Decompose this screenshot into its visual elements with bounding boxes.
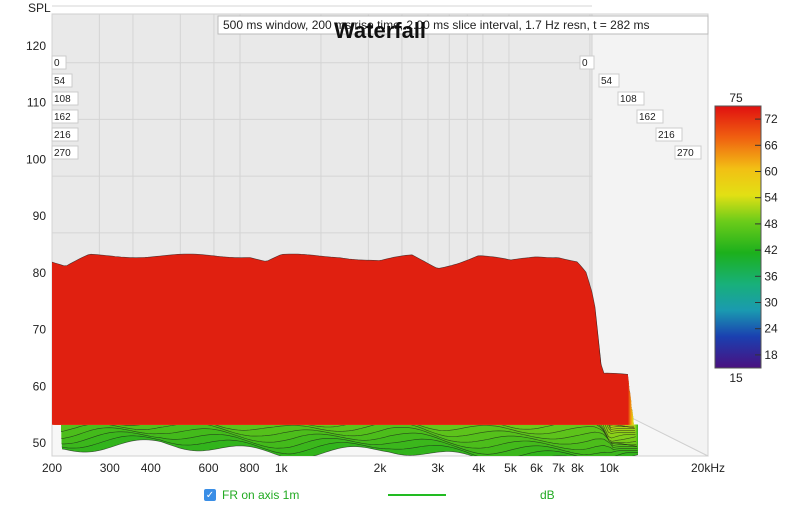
- y-tick-label: 60: [33, 379, 47, 393]
- waterfall-slice-fill: [60, 406, 637, 445]
- svg-text:162: 162: [54, 112, 71, 123]
- y-tick-label: 110: [27, 96, 46, 110]
- colorbar-tick: 60: [764, 165, 778, 179]
- svg-text:54: 54: [54, 76, 66, 87]
- svg-text:0: 0: [582, 58, 588, 69]
- legend-fr-label: FR on axis 1m: [222, 488, 300, 502]
- y-axis-ticks: 50 60 70 80 90 100 110 120: [26, 39, 46, 450]
- waterfall-slice-line: [61, 439, 639, 456]
- x-tick-label: 200: [42, 461, 62, 475]
- colorbar-tick: 66: [764, 138, 778, 152]
- x-tick-label: 4k: [472, 461, 486, 475]
- x-axis-ticks: 200 300 400 600 800 1k 2k 3k 4k 5k 6k 7k 8k 10k 20kHz: [42, 461, 725, 475]
- y-tick-label: 50: [33, 436, 47, 450]
- svg-text:270: 270: [54, 148, 71, 159]
- y-tick-label: 100: [26, 152, 46, 166]
- y-tick-label: 80: [33, 266, 47, 280]
- colorbar-min: 15: [729, 371, 743, 385]
- time-slice-label: 270: [674, 145, 702, 160]
- x-tick-label: 5k: [504, 461, 518, 475]
- y-tick-label: 90: [33, 209, 47, 223]
- x-tick-label: 300: [100, 461, 120, 475]
- y-tick-label: 70: [33, 323, 47, 337]
- svg-text:270: 270: [677, 148, 694, 159]
- colorbar-tick: 48: [764, 217, 778, 231]
- x-tick-label: 600: [198, 461, 218, 475]
- waterfall-slice-line: [61, 435, 638, 456]
- x-tick-label: 10k: [600, 461, 620, 475]
- svg-text:108: 108: [620, 94, 637, 105]
- svg-text:108: 108: [54, 94, 71, 105]
- colorbar-tick: 30: [764, 296, 778, 310]
- check-icon[interactable]: ✓: [204, 489, 216, 501]
- time-slice-labels-left: 0 54 108 162 216 270: [51, 55, 79, 160]
- y-tick-label: 120: [26, 39, 46, 53]
- legend-unit: dB: [540, 488, 555, 502]
- waterfall-slice-line: [61, 431, 638, 456]
- time-slice-label: 162: [51, 109, 79, 124]
- svg-text:216: 216: [658, 130, 675, 141]
- x-tick-label: 6k: [530, 461, 544, 475]
- colorbar-tick: 36: [764, 269, 778, 283]
- waterfall-surface: [52, 253, 639, 456]
- time-slice-label: 216: [655, 127, 683, 142]
- colorbar-tick: 72: [764, 112, 778, 126]
- svg-text:0: 0: [54, 58, 60, 69]
- colorbar-max: 75: [729, 91, 743, 105]
- colorbar-tick: 18: [764, 348, 778, 362]
- time-slice-label: 108: [617, 91, 645, 106]
- time-slice-label: 0: [51, 55, 67, 70]
- y-axis-label: SPL: [28, 1, 51, 15]
- svg-text:216: 216: [54, 130, 71, 141]
- x-tick-label: 1k: [275, 461, 289, 475]
- svg-text:162: 162: [639, 112, 656, 123]
- x-tick-label: 20kHz: [691, 461, 725, 475]
- time-slice-label: 54: [598, 73, 620, 88]
- x-tick-label: 2k: [374, 461, 388, 475]
- colorbar-tick: 54: [764, 191, 778, 205]
- time-slice-label: 54: [51, 73, 73, 88]
- x-tick-label: 7k: [552, 461, 566, 475]
- chart-title: Waterfall: [334, 18, 426, 43]
- waterfall-slice-line: [52, 253, 629, 375]
- time-slice-label: 0: [579, 55, 595, 70]
- x-tick-label: 8k: [571, 461, 585, 475]
- waterfall-slice-fill: [52, 254, 628, 425]
- x-tick-label: 400: [141, 461, 161, 475]
- time-slice-label: 108: [51, 91, 79, 106]
- legend-fr-item[interactable]: ✓ FR on axis 1m: [204, 484, 299, 506]
- waterfall-slice-line: [60, 422, 637, 448]
- subtitle-box: [217, 15, 709, 35]
- x-tick-label: 800: [239, 461, 259, 475]
- time-slice-label: 270: [51, 145, 79, 160]
- legend-line-swatch: [388, 494, 446, 496]
- svg-text:54: 54: [601, 76, 613, 87]
- time-slice-label: 216: [51, 127, 79, 142]
- legend-bar: ✓ FR on axis 1m dB: [0, 484, 800, 508]
- x-tick-label: 3k: [431, 461, 445, 475]
- chart-subtitle: 500 ms window, 200 ms rise time, 2.00 ms…: [223, 18, 650, 32]
- waterfall-slice-line: [61, 427, 638, 450]
- time-slice-label: 162: [636, 109, 664, 124]
- colorbar-tick: 42: [764, 243, 778, 257]
- colorbar-tick: 24: [764, 322, 778, 336]
- colorbar: 75 15 72 66 60 54 48 42 36 30 24 18: [714, 91, 778, 385]
